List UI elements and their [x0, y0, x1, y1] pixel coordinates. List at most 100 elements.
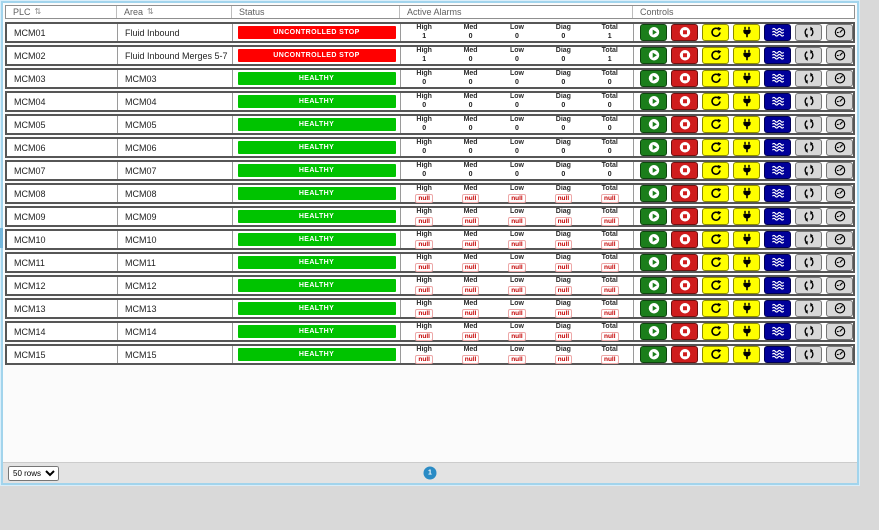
flush-button[interactable]	[764, 254, 791, 271]
restart-button[interactable]	[702, 162, 729, 179]
power-button[interactable]	[733, 93, 760, 110]
gauge-button[interactable]	[826, 47, 853, 64]
column-header-plc[interactable]: PLC ⇅	[6, 6, 116, 18]
gauge-button[interactable]	[826, 346, 853, 363]
start-button[interactable]	[640, 300, 667, 317]
gauge-button[interactable]	[826, 70, 853, 87]
stop-button[interactable]	[671, 116, 698, 133]
stop-button[interactable]	[671, 346, 698, 363]
power-button[interactable]	[733, 70, 760, 87]
power-button[interactable]	[733, 47, 760, 64]
flush-button[interactable]	[764, 346, 791, 363]
stop-button[interactable]	[671, 70, 698, 87]
flush-button[interactable]	[764, 162, 791, 179]
restart-button[interactable]	[702, 231, 729, 248]
power-button[interactable]	[733, 139, 760, 156]
start-button[interactable]	[640, 323, 667, 340]
restart-button[interactable]	[702, 70, 729, 87]
start-button[interactable]	[640, 208, 667, 225]
power-button[interactable]	[733, 208, 760, 225]
power-button[interactable]	[733, 116, 760, 133]
gauge-button[interactable]	[826, 254, 853, 271]
flush-button[interactable]	[764, 208, 791, 225]
gauge-button[interactable]	[826, 24, 853, 41]
page-1-button[interactable]: 1	[423, 466, 437, 480]
gauge-button[interactable]	[826, 231, 853, 248]
power-button[interactable]	[733, 300, 760, 317]
power-button[interactable]	[733, 162, 760, 179]
stop-button[interactable]	[671, 208, 698, 225]
start-button[interactable]	[640, 185, 667, 202]
gauge-button[interactable]	[826, 277, 853, 294]
column-header-area[interactable]: Area ⇅	[116, 6, 231, 18]
stop-button[interactable]	[671, 162, 698, 179]
stop-button[interactable]	[671, 139, 698, 156]
sync-button[interactable]	[795, 231, 822, 248]
flush-button[interactable]	[764, 24, 791, 41]
stop-button[interactable]	[671, 24, 698, 41]
flush-button[interactable]	[764, 139, 791, 156]
restart-button[interactable]	[702, 185, 729, 202]
sync-button[interactable]	[795, 185, 822, 202]
start-button[interactable]	[640, 231, 667, 248]
start-button[interactable]	[640, 162, 667, 179]
flush-button[interactable]	[764, 323, 791, 340]
sync-button[interactable]	[795, 70, 822, 87]
start-button[interactable]	[640, 139, 667, 156]
start-button[interactable]	[640, 47, 667, 64]
gauge-button[interactable]	[826, 300, 853, 317]
power-button[interactable]	[733, 346, 760, 363]
gauge-button[interactable]	[826, 139, 853, 156]
restart-button[interactable]	[702, 300, 729, 317]
sync-button[interactable]	[795, 346, 822, 363]
flush-button[interactable]	[764, 185, 791, 202]
restart-button[interactable]	[702, 116, 729, 133]
gauge-button[interactable]	[826, 185, 853, 202]
flush-button[interactable]	[764, 47, 791, 64]
flush-button[interactable]	[764, 70, 791, 87]
gauge-button[interactable]	[826, 162, 853, 179]
sync-button[interactable]	[795, 139, 822, 156]
start-button[interactable]	[640, 70, 667, 87]
sync-button[interactable]	[795, 116, 822, 133]
flush-button[interactable]	[764, 93, 791, 110]
rows-per-page-select[interactable]: 50 rows	[8, 465, 59, 481]
start-button[interactable]	[640, 24, 667, 41]
restart-button[interactable]	[702, 47, 729, 64]
flush-button[interactable]	[764, 300, 791, 317]
sync-button[interactable]	[795, 300, 822, 317]
restart-button[interactable]	[702, 346, 729, 363]
stop-button[interactable]	[671, 254, 698, 271]
scrollbar-thumb[interactable]	[0, 228, 3, 248]
stop-button[interactable]	[671, 277, 698, 294]
stop-button[interactable]	[671, 323, 698, 340]
stop-button[interactable]	[671, 93, 698, 110]
sync-button[interactable]	[795, 93, 822, 110]
start-button[interactable]	[640, 254, 667, 271]
sync-button[interactable]	[795, 254, 822, 271]
sync-button[interactable]	[795, 162, 822, 179]
stop-button[interactable]	[671, 185, 698, 202]
gauge-button[interactable]	[826, 93, 853, 110]
restart-button[interactable]	[702, 24, 729, 41]
stop-button[interactable]	[671, 231, 698, 248]
gauge-button[interactable]	[826, 323, 853, 340]
sync-button[interactable]	[795, 277, 822, 294]
power-button[interactable]	[733, 24, 760, 41]
sync-button[interactable]	[795, 208, 822, 225]
power-button[interactable]	[733, 277, 760, 294]
flush-button[interactable]	[764, 277, 791, 294]
restart-button[interactable]	[702, 139, 729, 156]
sync-button[interactable]	[795, 323, 822, 340]
gauge-button[interactable]	[826, 208, 853, 225]
start-button[interactable]	[640, 116, 667, 133]
flush-button[interactable]	[764, 231, 791, 248]
power-button[interactable]	[733, 323, 760, 340]
stop-button[interactable]	[671, 300, 698, 317]
flush-button[interactable]	[764, 116, 791, 133]
power-button[interactable]	[733, 254, 760, 271]
restart-button[interactable]	[702, 93, 729, 110]
power-button[interactable]	[733, 231, 760, 248]
gauge-button[interactable]	[826, 116, 853, 133]
sync-button[interactable]	[795, 24, 822, 41]
